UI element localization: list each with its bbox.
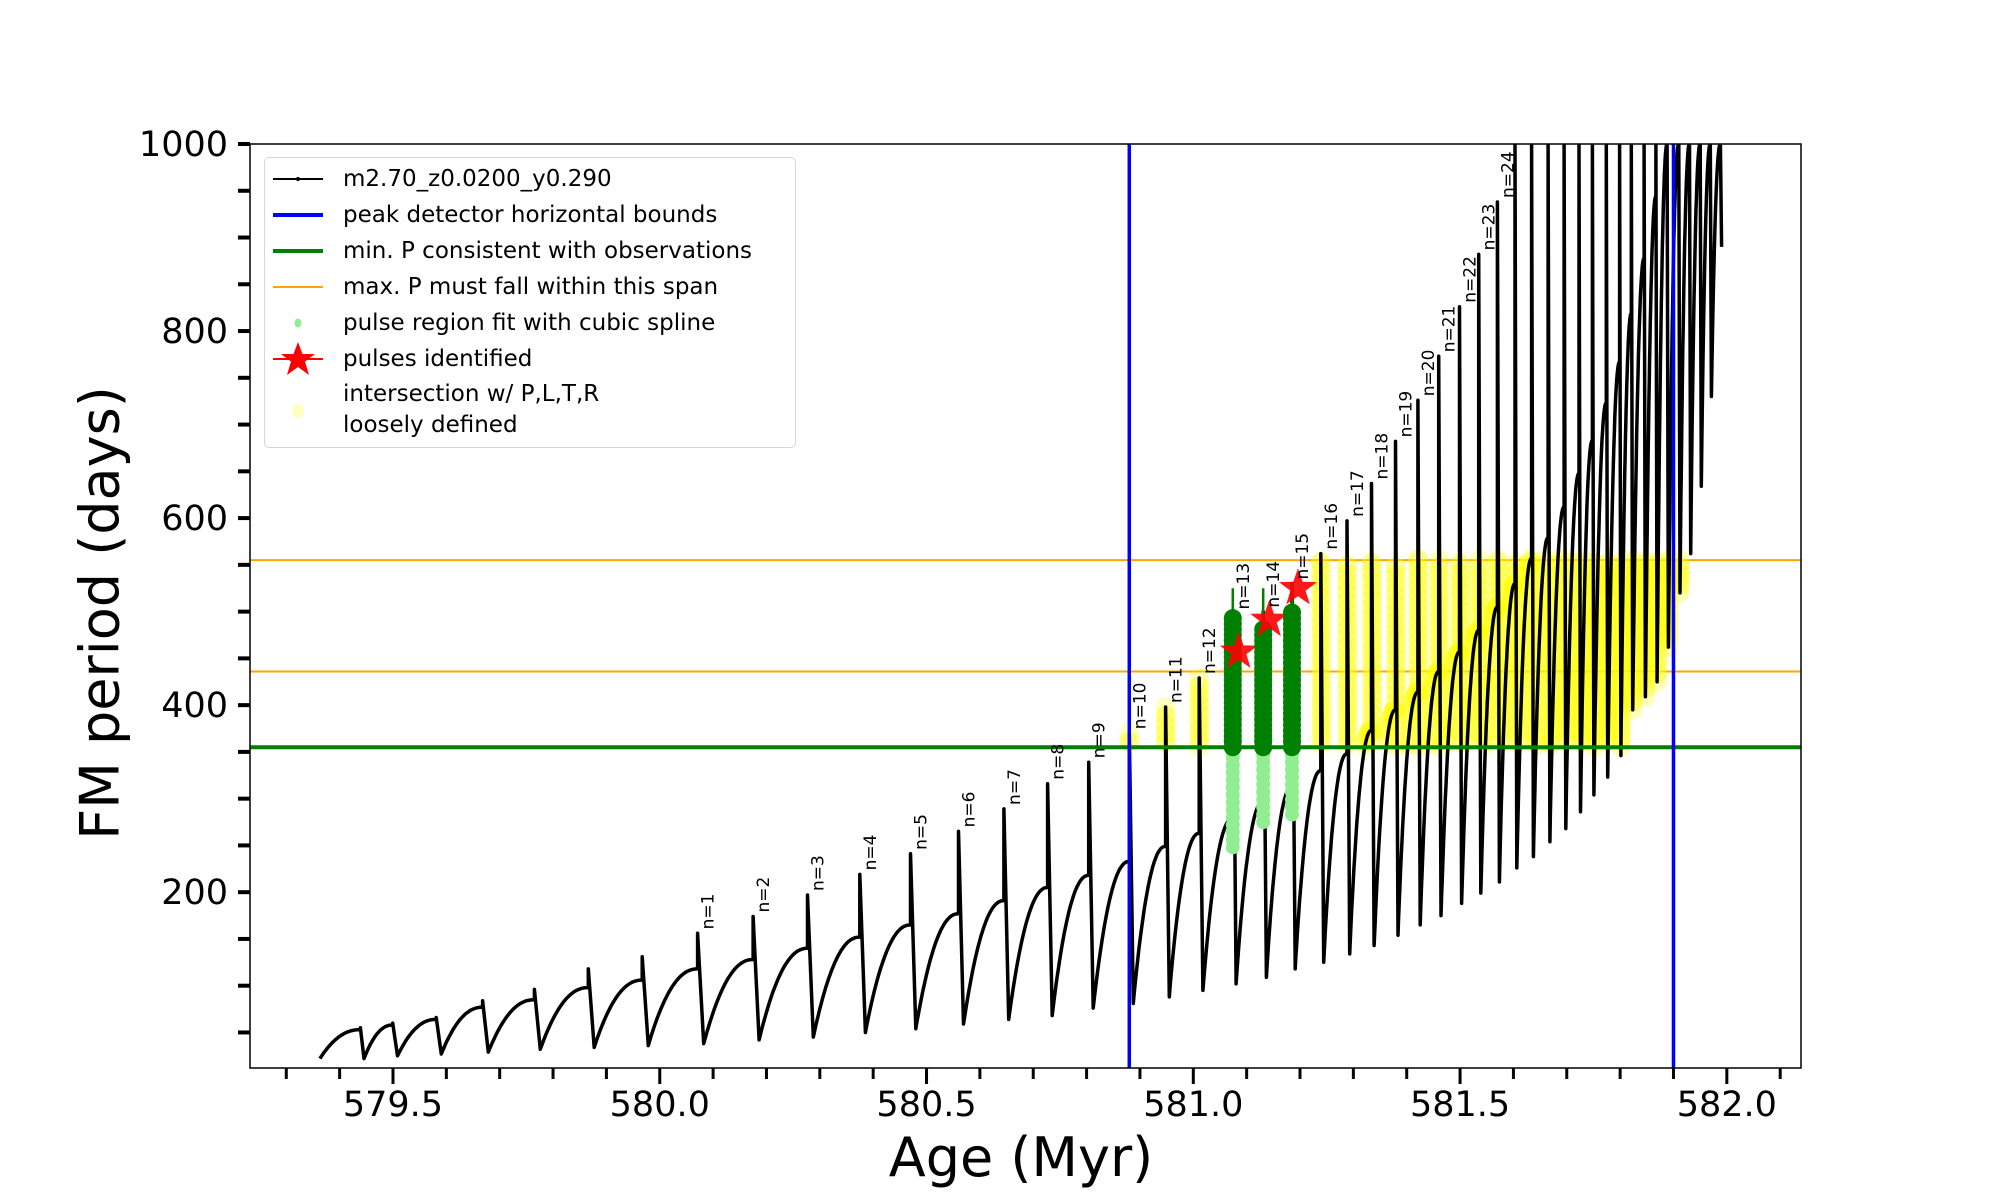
orange-line-icon — [273, 286, 323, 288]
pulse-label: n=20 — [1419, 350, 1439, 397]
pulse-region-point — [1223, 609, 1242, 628]
pulse-label: n=12 — [1200, 627, 1220, 674]
track-line — [318, 144, 1724, 1061]
y-axis-label: FM period (days) — [68, 386, 132, 840]
pulse-label: n=15 — [1293, 533, 1313, 580]
y-tick-label: 1000 — [139, 125, 228, 165]
pulse-label: n=24 — [1498, 151, 1518, 198]
pulse-label: n=10 — [1130, 683, 1150, 730]
legend-label: peak detector horizontal bounds — [343, 202, 718, 228]
pulse-label: n=19 — [1397, 391, 1417, 438]
pulse-label: n=7 — [1005, 769, 1025, 805]
legend-label: pulses identified — [343, 346, 533, 372]
legend-item-intersection: intersection w/ P,L,T,R loosely defined — [265, 380, 795, 442]
x-tick-label: 581.0 — [1143, 1085, 1243, 1125]
y-tick-label: 600 — [161, 499, 228, 539]
legend-item-spline: pulse region fit with cubic spline — [265, 306, 795, 340]
pulse-star — [1279, 568, 1317, 605]
pulse-label: n=14 — [1264, 561, 1284, 608]
pulse-label: n=22 — [1461, 256, 1481, 303]
identified-pulse — [1219, 588, 1258, 855]
x-tick-label: 582.0 — [1677, 1085, 1777, 1125]
legend-label: max. P must fall within this span — [343, 274, 719, 300]
legend-item-peak-bounds: peak detector horizontal bounds — [265, 198, 795, 232]
plot-area — [250, 144, 1801, 1068]
y-tick-label: 400 — [161, 686, 228, 726]
legend-item-track: m2.70_z0.0200_y0.290 — [265, 162, 795, 196]
legend: m2.70_z0.0200_y0.290 peak detector horiz… — [264, 157, 796, 448]
line-marker-icon — [273, 177, 323, 181]
yellow-dot-icon — [292, 404, 304, 418]
legend-item-min-p: min. P consistent with observations — [265, 234, 795, 268]
pulse-label: n=9 — [1090, 722, 1110, 758]
pulse-label: n=3 — [809, 855, 829, 891]
pulse-label: n=23 — [1480, 204, 1500, 251]
green-line-icon — [273, 249, 323, 253]
pulse-label: n=1 — [699, 893, 719, 929]
legend-item-max-p: max. P must fall within this span — [265, 270, 795, 304]
legend-label: m2.70_z0.0200_y0.290 — [343, 166, 612, 192]
pulse-label: n=11 — [1167, 656, 1187, 703]
pulse-label: n=6 — [960, 792, 980, 828]
x-tick-label: 579.5 — [343, 1085, 443, 1125]
axes: n=1 n=2 n=3 n=4 n=5 n=6 n=7 n=8 n=9 n=10 n=11 n=12 n… — [139, 125, 1782, 1125]
pulse-star — [1219, 631, 1258, 668]
pulse-region-point — [1283, 603, 1302, 622]
x-axis-label: Age (Myr) — [888, 1126, 1154, 1189]
legend-item-pulses: pulses identified — [265, 342, 795, 376]
legend-label-line2: loosely defined — [343, 412, 518, 438]
x-tick-label: 581.5 — [1410, 1085, 1510, 1125]
x-tick-label: 580.5 — [876, 1085, 976, 1125]
axes-frame — [249, 143, 1802, 1069]
pulse-label: n=13 — [1234, 563, 1254, 610]
pulse-label: n=4 — [861, 835, 881, 871]
intersection-points — [1119, 549, 1691, 758]
pulse-label: n=16 — [1322, 503, 1342, 550]
pulse-label: n=2 — [754, 877, 774, 913]
legend-label: pulse region fit with cubic spline — [343, 310, 716, 336]
identified-pulse — [1279, 568, 1317, 822]
pulse-label: n=5 — [912, 814, 932, 850]
lightgreen-dot-icon — [294, 318, 302, 328]
x-tick-label: 580.0 — [610, 1085, 710, 1125]
red-star-icon — [273, 342, 323, 375]
pulse-label: n=18 — [1373, 433, 1393, 480]
pulse-label: n=17 — [1348, 470, 1368, 517]
blue-line-icon — [273, 213, 323, 217]
pulse-star — [1250, 600, 1289, 637]
pulse-label: n=8 — [1049, 744, 1069, 780]
y-tick-label: 200 — [161, 873, 228, 913]
legend-label: min. P consistent with observations — [343, 238, 753, 264]
identified-pulse — [1250, 588, 1289, 830]
pulse-label: n=21 — [1440, 306, 1460, 353]
y-tick-label: 800 — [161, 312, 228, 352]
legend-label: intersection w/ P,L,T,R — [343, 381, 600, 407]
